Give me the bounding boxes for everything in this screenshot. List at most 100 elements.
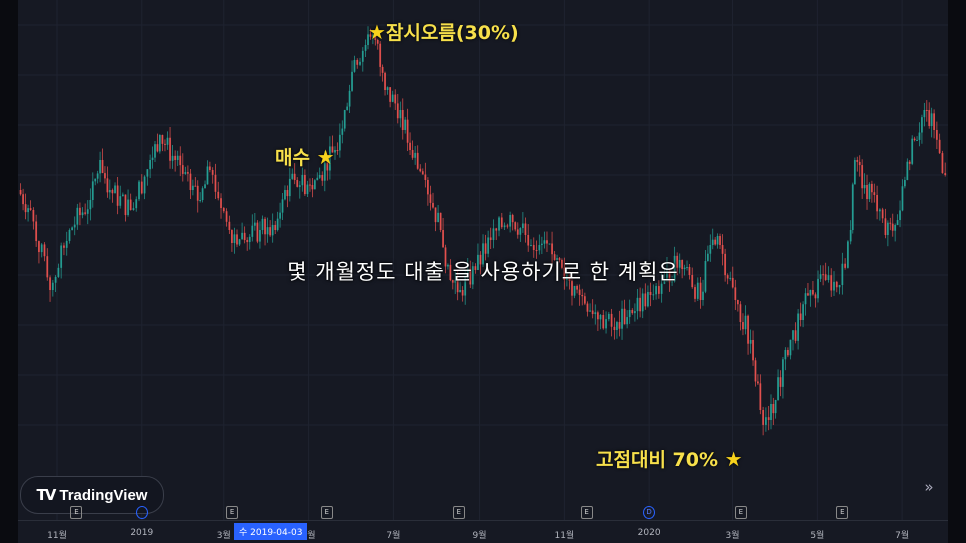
candle-body bbox=[736, 300, 739, 305]
candle-body bbox=[24, 204, 27, 213]
candle-body bbox=[754, 360, 757, 382]
candle-body bbox=[641, 293, 644, 312]
candle-body bbox=[65, 240, 68, 248]
candle-body bbox=[469, 268, 472, 285]
candle-body bbox=[331, 146, 334, 153]
candle-body bbox=[814, 294, 817, 299]
candle-body bbox=[111, 190, 114, 194]
candle-body bbox=[419, 168, 422, 172]
candle-body bbox=[492, 228, 495, 240]
candle-body bbox=[89, 200, 92, 210]
candle-body bbox=[401, 110, 404, 130]
candle-body bbox=[471, 266, 474, 285]
candle-body bbox=[309, 184, 311, 186]
earnings-marker[interactable]: E bbox=[226, 506, 239, 519]
candle-body bbox=[613, 326, 616, 330]
candle-body bbox=[696, 282, 699, 299]
time-axis[interactable]: 11월 2019 3월 5월 7월 9월 11월 2020 3월 5월 7월 bbox=[18, 520, 948, 543]
candle-body bbox=[40, 244, 43, 253]
candle-body bbox=[817, 278, 819, 299]
candle-body bbox=[189, 173, 192, 190]
earnings-marker[interactable]: E bbox=[70, 506, 83, 519]
candle-body bbox=[231, 230, 233, 244]
earnings-marker[interactable]: E bbox=[452, 506, 465, 519]
dividend-marker[interactable]: D bbox=[643, 506, 656, 519]
candle-body bbox=[261, 218, 264, 230]
candle-body bbox=[384, 72, 386, 90]
candle-body bbox=[714, 239, 717, 245]
candle-body bbox=[43, 244, 46, 257]
candle-body bbox=[266, 227, 269, 235]
candle-body bbox=[553, 254, 556, 260]
candle-body bbox=[338, 134, 341, 151]
price-chart[interactable] bbox=[0, 0, 966, 520]
annotation-drop-from-high: 고점대비 70% ★ bbox=[596, 445, 743, 472]
x-tick-label: 3월 bbox=[725, 531, 740, 541]
earnings-marker[interactable]: E bbox=[580, 506, 593, 519]
candle-body bbox=[861, 165, 864, 189]
candle-body bbox=[873, 192, 876, 195]
x-tick-label: 11월 bbox=[554, 531, 575, 541]
candle-body bbox=[573, 285, 576, 296]
candle-body bbox=[571, 280, 573, 296]
candle-body bbox=[734, 287, 737, 300]
candle-body bbox=[104, 173, 106, 179]
candle-body bbox=[605, 319, 607, 329]
candle-body bbox=[186, 172, 189, 174]
x-tick-label: 7월 bbox=[386, 531, 401, 541]
dividend-marker[interactable] bbox=[135, 506, 148, 519]
annotation-text: 매수 bbox=[275, 147, 310, 169]
candle-body bbox=[191, 185, 194, 190]
candle-body bbox=[891, 223, 894, 231]
candle-body bbox=[99, 160, 101, 174]
candle-body bbox=[461, 290, 464, 296]
candle-body bbox=[657, 286, 660, 294]
candle-body bbox=[274, 224, 277, 230]
candle-body bbox=[434, 207, 437, 223]
candle-body bbox=[296, 180, 299, 187]
candle-body bbox=[633, 311, 636, 314]
candle-body bbox=[514, 222, 517, 230]
candle-body bbox=[576, 285, 578, 290]
candle-body bbox=[151, 157, 154, 160]
candle-body bbox=[591, 310, 594, 315]
candle-body bbox=[863, 185, 866, 189]
scroll-to-realtime-button[interactable]: » bbox=[924, 478, 934, 496]
candle-body bbox=[371, 34, 374, 37]
earnings-marker[interactable]: E bbox=[836, 506, 849, 519]
candle-body bbox=[706, 253, 709, 261]
candle-body bbox=[164, 143, 166, 145]
earnings-marker[interactable]: E bbox=[734, 506, 747, 519]
candle-body bbox=[356, 60, 359, 65]
candle-body bbox=[923, 110, 926, 118]
candle-body bbox=[495, 228, 498, 231]
candle-body bbox=[772, 403, 775, 414]
candle-body bbox=[459, 290, 461, 293]
x-tick-label: 5월 bbox=[810, 531, 825, 541]
candle-body bbox=[238, 239, 241, 245]
candle-body bbox=[623, 308, 626, 325]
candle-body bbox=[516, 229, 519, 235]
candle-body bbox=[482, 243, 484, 265]
candle-body bbox=[716, 236, 719, 245]
candle-body bbox=[911, 138, 914, 164]
candle-body bbox=[652, 294, 655, 296]
candle-body bbox=[686, 267, 688, 269]
candle-body bbox=[673, 255, 676, 282]
candle-body bbox=[896, 220, 899, 225]
candle-body bbox=[908, 161, 911, 164]
candle-body bbox=[944, 173, 947, 175]
candle-body bbox=[807, 293, 809, 296]
candle-body bbox=[759, 383, 762, 410]
candle-body bbox=[306, 184, 309, 195]
candle-body bbox=[568, 275, 571, 281]
candle-body bbox=[421, 171, 424, 175]
candle-body bbox=[269, 227, 272, 236]
candle-body bbox=[29, 208, 32, 210]
candle-body bbox=[835, 281, 838, 288]
candle-body bbox=[921, 117, 923, 133]
candle-body bbox=[416, 152, 419, 169]
candle-body bbox=[146, 169, 149, 177]
earnings-marker[interactable]: E bbox=[320, 506, 333, 519]
candle-body bbox=[853, 160, 856, 185]
